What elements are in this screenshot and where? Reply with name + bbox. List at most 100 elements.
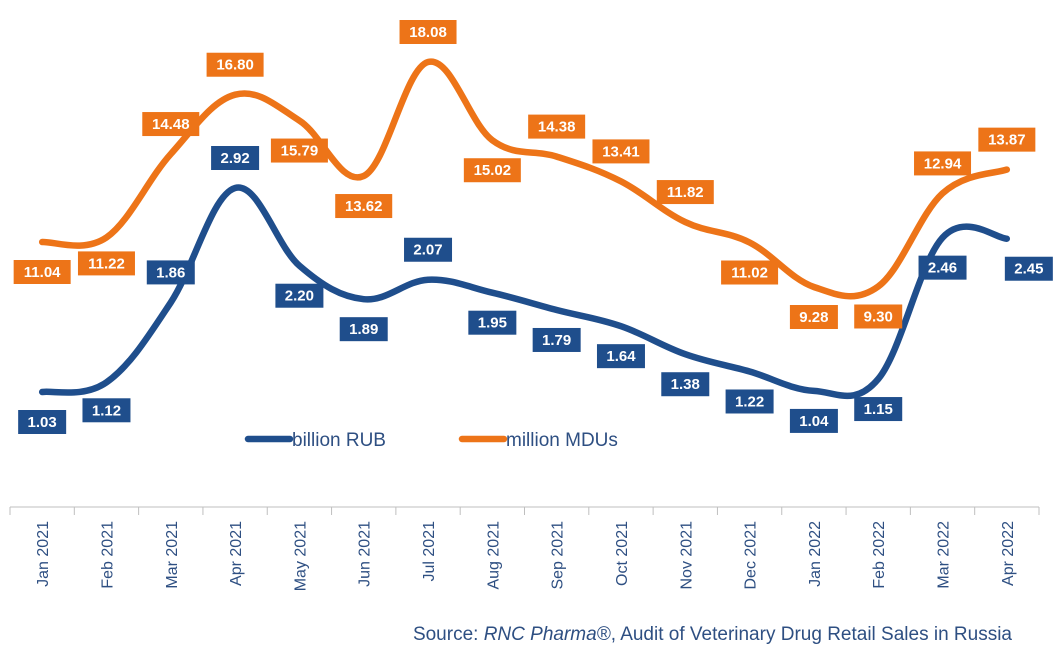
data-label-text: 13.87 [988, 132, 1026, 149]
source-brand: RNC Pharma® [483, 624, 611, 645]
x-tick-label: Mar 2022 [936, 521, 953, 589]
data-label-box [596, 344, 645, 369]
series-line-million-mdus [38, 58, 1011, 300]
data-label-box [335, 194, 393, 219]
data-label: 11.04 [13, 260, 71, 284]
data-label-text: 1.79 [542, 332, 571, 349]
legend-label: million MDUs [506, 430, 618, 451]
source-suffix: , Audit of Veterinary Drug Retail Sales … [610, 624, 1012, 645]
x-tick-label: Mar 2021 [164, 521, 181, 589]
data-label-box [918, 255, 967, 280]
data-label-box [789, 305, 838, 329]
data-label: 9.28 [789, 305, 838, 329]
data-label: 12.94 [914, 151, 972, 176]
x-tick-label: Feb 2021 [99, 521, 116, 589]
data-label: 11.02 [721, 260, 779, 285]
data-label-box [528, 114, 586, 139]
x-tick-label: Aug 2021 [485, 521, 502, 590]
data-label-box [206, 52, 264, 77]
data-label-text: 1.64 [606, 348, 636, 365]
data-label-text: 1.15 [864, 401, 893, 418]
x-tick-label: May 2021 [292, 521, 309, 591]
data-label-box [592, 139, 650, 164]
data-label-text: 14.48 [152, 116, 190, 133]
data-label: 13.62 [335, 194, 393, 219]
data-label-box [339, 317, 388, 342]
legend: billion RUB million MDUs [244, 430, 618, 451]
data-label-box [661, 372, 710, 397]
data-label-text: 2.46 [928, 260, 957, 277]
x-tick-label: Dec 2021 [743, 521, 760, 590]
data-label: 15.02 [463, 158, 521, 183]
data-label-box [18, 410, 67, 434]
data-label: 16.80 [206, 52, 264, 77]
data-label-text: 1.38 [671, 376, 700, 393]
data-label-text: 1.86 [156, 264, 185, 281]
data-label: 1.04 [789, 408, 838, 433]
data-label-box [142, 112, 200, 137]
data-label-text: 13.41 [602, 143, 640, 160]
data-label-text: 1.04 [799, 413, 829, 430]
data-label-text: 2.45 [1014, 261, 1043, 278]
data-label-text: 1.89 [349, 321, 378, 338]
data-label-box [854, 304, 903, 329]
data-label: 2.20 [275, 283, 324, 308]
data-label-text: 11.82 [667, 184, 704, 201]
data-label-text: 16.80 [216, 57, 254, 74]
data-label: 13.41 [592, 139, 650, 164]
data-label: 2.07 [404, 237, 453, 262]
legend-label: billion RUB [292, 430, 386, 451]
data-label-box [399, 20, 457, 44]
data-label: 1.12 [82, 398, 131, 423]
data-label-text: 2.07 [413, 242, 442, 259]
data-label-box [275, 283, 324, 308]
data-label-box [721, 260, 779, 285]
data-label-text: 1.12 [92, 402, 121, 419]
data-label: 11.82 [656, 180, 714, 205]
data-label-box [656, 180, 714, 205]
data-label: 1.64 [596, 344, 645, 369]
data-label-box [13, 260, 71, 284]
series-line-billion-rub [38, 184, 1011, 400]
data-label-text: 1.22 [735, 393, 764, 410]
data-label-text: 12.94 [924, 155, 962, 172]
data-label-box [789, 408, 838, 433]
data-label-text: 1.03 [28, 414, 57, 431]
data-label: 1.95 [468, 310, 517, 335]
data-label-text: 13.62 [345, 198, 383, 215]
data-label-text: 9.28 [799, 309, 828, 326]
data-label-box [146, 260, 195, 285]
data-label-box [725, 389, 774, 414]
x-axis: Jan 2021 Feb 2021 Mar 2021 Apr 2021 May 2021… [9, 506, 1040, 591]
source-prefix: Source: [412, 624, 484, 645]
data-label-box [1004, 256, 1053, 281]
data-label: 2.45 [1004, 256, 1053, 281]
data-label-box [914, 151, 972, 176]
data-label: 1.03 [18, 410, 67, 434]
x-tick-label: Sep 2021 [550, 521, 567, 590]
data-label: 2.46 [918, 255, 967, 280]
data-label-text: 11.22 [88, 255, 125, 272]
data-label: 13.87 [978, 127, 1036, 152]
x-tick-label: Apr 2021 [228, 521, 245, 586]
data-label-text: 11.04 [24, 264, 61, 281]
data-labels: 11.04 11.22 14.48 16.80 15.79 13.62 18.08 15.02… [13, 20, 1053, 434]
data-label-box [77, 251, 135, 276]
data-label: 15.79 [270, 138, 328, 163]
legend-item-billion-rub: billion RUB [244, 430, 386, 451]
x-tick-label: Feb 2022 [871, 521, 888, 589]
plot-area [38, 58, 1011, 400]
legend-item-million-mdus: million MDUs [458, 430, 618, 451]
data-label: 1.86 [146, 260, 195, 285]
data-label: 1.22 [725, 389, 774, 414]
x-tick-label: Oct 2021 [614, 521, 631, 586]
data-label-text: 15.79 [281, 143, 319, 160]
data-label-text: 18.08 [409, 24, 447, 41]
source-note: Source: RNC Pharma®, Audit of Veterinary… [413, 624, 1012, 646]
data-label-text: 11.02 [731, 265, 768, 282]
data-label: 11.22 [77, 251, 135, 276]
data-label-box [404, 237, 453, 262]
data-label: 2.92 [211, 146, 260, 170]
x-tick-label: Jan 2021 [35, 521, 52, 587]
